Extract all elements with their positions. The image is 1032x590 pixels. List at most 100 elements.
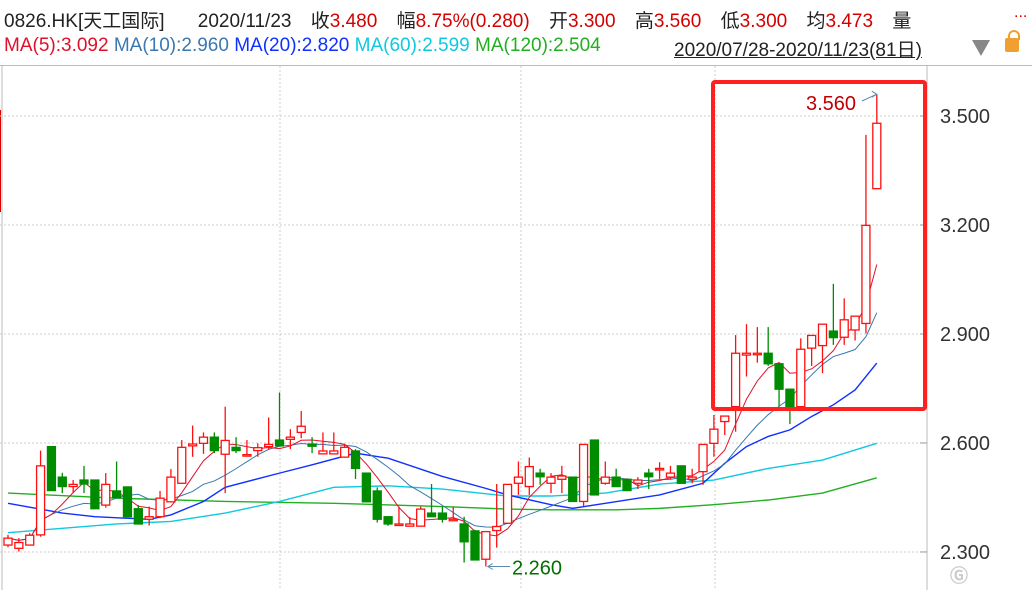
ma-legend: MA(5):3.092 MA(10):2.960 MA(20):2.820 MA… <box>4 35 601 57</box>
candle-up <box>405 523 415 527</box>
candle-up <box>806 334 817 349</box>
candle-down <box>274 439 285 447</box>
candle-down <box>209 436 219 452</box>
candle-down <box>57 476 67 488</box>
y-tick-label: 2.900 <box>940 324 990 346</box>
candle-down <box>383 516 393 525</box>
candle-up <box>144 516 154 520</box>
ma-line-ma120 <box>7 477 877 511</box>
header-divider <box>0 65 1032 66</box>
candle-up <box>709 428 719 444</box>
candle-down <box>361 472 372 503</box>
candle-up <box>329 450 339 455</box>
candle-up <box>665 472 676 478</box>
date-range-selector[interactable]: 2020/07/28-2020/11/23(81日) <box>674 40 922 61</box>
candle-up <box>698 443 708 473</box>
candle-up <box>720 415 730 423</box>
candle-up <box>687 476 697 480</box>
y-tick-label: 3.500 <box>940 106 990 128</box>
candle-down <box>307 443 317 447</box>
open-label: 开 <box>548 11 568 32</box>
candle-up <box>3 537 13 546</box>
candle-up <box>741 352 752 356</box>
ma20-legend: MA(20):2.820 <box>234 35 350 56</box>
candle-up <box>796 348 806 408</box>
candle-down <box>470 530 480 561</box>
candle-down <box>79 479 89 485</box>
candle-down <box>568 476 578 503</box>
candle-down <box>231 446 241 452</box>
ma-line-ma60 <box>7 442 878 534</box>
candle-up <box>492 525 502 532</box>
candle-up <box>861 224 871 325</box>
avg-label: 均 <box>806 11 826 32</box>
candle-down <box>644 472 654 478</box>
candle-up <box>101 483 111 506</box>
y-tick-label: 2.300 <box>940 542 990 564</box>
triangle-down-icon[interactable] <box>972 40 990 56</box>
y-tick-label: 2.600 <box>940 433 990 455</box>
low-label: 低 <box>720 11 740 32</box>
change-value: 8.75%(0.280) <box>415 11 530 32</box>
candle-down <box>589 439 600 496</box>
candle-up <box>839 319 849 338</box>
candle-down <box>828 330 839 339</box>
candle-up <box>872 122 882 190</box>
candle-up <box>25 534 35 546</box>
candle-up <box>68 483 78 488</box>
candle-down <box>350 450 361 470</box>
candle-down <box>372 490 382 520</box>
low-label: 2.260 <box>512 557 562 579</box>
change-label: 幅 <box>396 11 416 32</box>
lock-icon[interactable] <box>1005 30 1020 52</box>
candle-up <box>35 465 46 536</box>
ma10-legend: MA(10):2.960 <box>113 35 229 56</box>
candle-up <box>448 518 458 522</box>
more-indicator[interactable]: ... <box>1014 4 1028 21</box>
candle-up <box>296 425 306 434</box>
low-value: 3.300 <box>739 11 788 32</box>
open-value: 3.300 <box>567 11 616 32</box>
close-value: 3.480 <box>329 11 378 32</box>
candle-down <box>535 472 545 478</box>
candle-up <box>285 436 296 440</box>
candle-up <box>340 446 350 458</box>
candle-down <box>611 476 621 488</box>
candle-down <box>622 478 632 492</box>
candle-down <box>437 512 448 520</box>
volume-label: 量 <box>892 11 912 32</box>
candle-up <box>416 508 426 527</box>
ma-line-ma20 <box>7 362 878 520</box>
watermark-logo: Ⓖ <box>950 566 968 586</box>
candle-up <box>817 323 828 347</box>
candle-up <box>263 443 274 448</box>
candle-up <box>600 476 610 484</box>
high-label: 3.560 <box>806 93 856 115</box>
symbol: 0826.HK[天工国际] <box>4 11 165 32</box>
candle-down <box>90 479 100 510</box>
candle-up <box>318 450 328 455</box>
candle-down <box>133 508 143 525</box>
avg-value: 3.473 <box>825 11 874 32</box>
candle-up <box>524 465 534 488</box>
candle-up <box>220 439 230 455</box>
candle-up <box>481 530 491 560</box>
candle-down <box>774 363 784 390</box>
candle-up <box>253 447 263 452</box>
candle-down <box>459 523 469 543</box>
candle-up <box>166 476 176 503</box>
candle-up <box>177 446 187 484</box>
ma60-legend: MA(60):2.599 <box>354 35 470 56</box>
candle-down <box>111 490 122 499</box>
candle-down <box>122 486 133 518</box>
candle-down <box>426 512 437 518</box>
candle-up <box>242 453 252 457</box>
candle-up <box>730 352 741 408</box>
arrow-icon <box>486 563 494 570</box>
candle-up <box>654 467 665 471</box>
arrow-icon <box>871 90 878 98</box>
candle-down <box>763 352 773 365</box>
ma5-legend: MA(5):3.092 <box>4 35 109 56</box>
ma120-legend: MA(120):2.504 <box>475 35 601 56</box>
date: 2020/11/23 <box>197 11 292 32</box>
